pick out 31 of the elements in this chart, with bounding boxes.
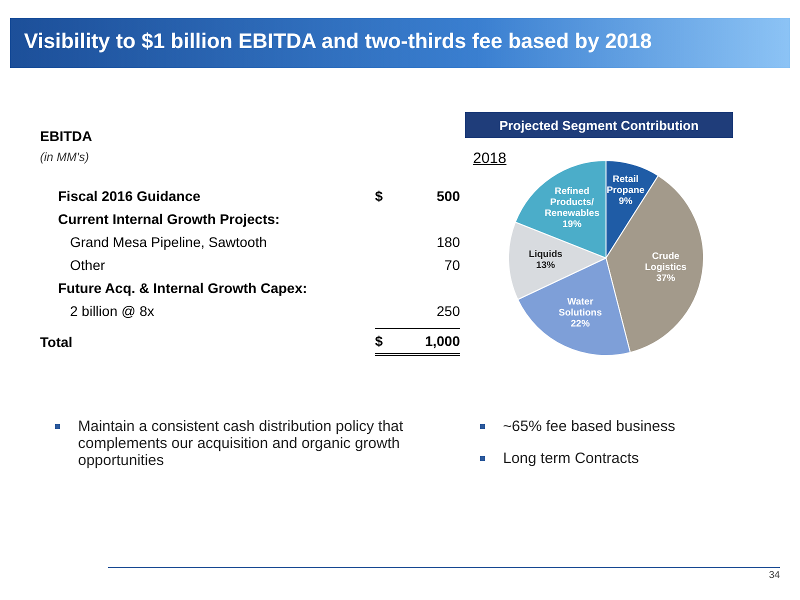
text: ~65% fee based business — [503, 418, 676, 435]
text: Future Acq. & Internal Growth Capex: — [58, 280, 308, 296]
category-label: 2 billion @ 8x — [70, 302, 156, 318]
category-label: Other — [70, 256, 106, 272]
text: 250 — [436, 302, 460, 318]
slice-label: Water Solutions — [558, 296, 602, 318]
text: (in MM's) — [40, 150, 90, 164]
text: 70 — [444, 256, 460, 272]
text: Long term Contracts — [503, 450, 639, 467]
data-label: 19% — [562, 219, 582, 230]
text: $ 500 — [375, 188, 460, 204]
slice-label: Crude Logistics — [644, 251, 687, 274]
text: Maintain a consistent cash distribution policy that complements our acquisition and organic growth opportunities — [78, 418, 404, 469]
text: Current Internal Growth Projects: — [58, 210, 280, 226]
slice-label: Refined Products/ Renewables — [544, 186, 600, 220]
slice-label: Retail Propane — [606, 174, 645, 196]
text: 180 — [436, 234, 460, 250]
category-label: Fiscal 2016 Guidance — [58, 188, 202, 204]
text: 34 — [768, 570, 780, 581]
chart-title: Projected Segment Contribution — [465, 112, 733, 138]
data-label: 13% — [536, 260, 556, 272]
data-label: 37% — [656, 273, 676, 284]
data-label: 9% — [618, 196, 633, 208]
slice-label: Liquids — [528, 249, 562, 260]
category-label: Total — [40, 334, 74, 350]
chart-subtitle: 2018 — [473, 150, 506, 167]
text: $ 1,000 — [375, 333, 460, 349]
category-label: Grand Mesa Pipeline, Sawtooth — [70, 234, 268, 250]
text: EBITDA — [40, 128, 94, 144]
data-label: 22% — [570, 318, 590, 330]
text: Visibility to $1 billion EBITDA and two-thirds fee based by 2018 — [24, 30, 652, 54]
